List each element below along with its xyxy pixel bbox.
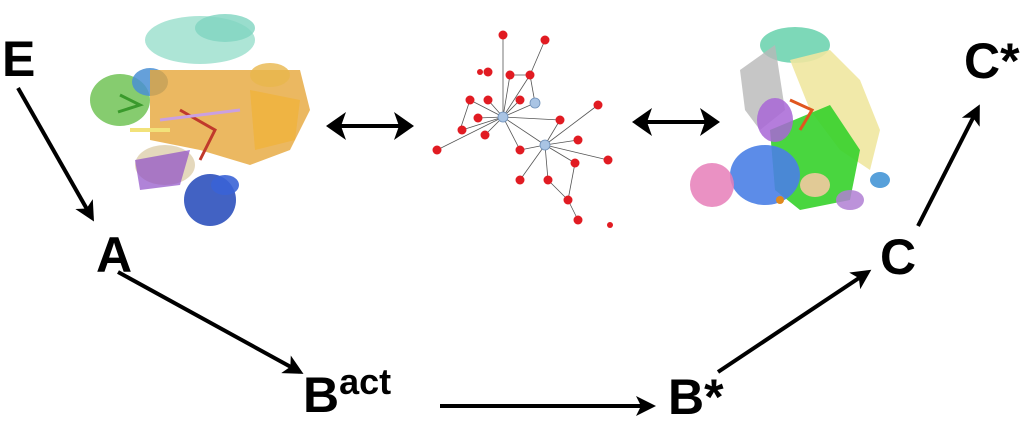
- state-c-label: C: [880, 229, 917, 285]
- state-bstar-label: B*: [668, 369, 724, 425]
- arrow-a-to-bact: [117, 270, 304, 374]
- double-arrow-right: [632, 108, 720, 136]
- state-cstar-label: C*: [964, 33, 1020, 89]
- arrow-bstar-to-c: [716, 269, 872, 374]
- double-arrow-left: [326, 112, 414, 140]
- state-bact-label: Bact: [303, 364, 391, 423]
- state-bact-base: B: [303, 367, 340, 423]
- state-a-label: A: [96, 227, 133, 283]
- cryo-em-map-icon: [690, 27, 890, 210]
- network-nodes: [432, 30, 613, 228]
- ribbon-structure-icon: [90, 14, 310, 226]
- state-bact-superscript: act: [339, 361, 392, 402]
- state-e-label: E: [2, 31, 36, 87]
- arrow-e-to-a: [16, 87, 94, 222]
- network-hubs: [497, 97, 551, 151]
- arrow-c-to-cstar: [916, 104, 980, 227]
